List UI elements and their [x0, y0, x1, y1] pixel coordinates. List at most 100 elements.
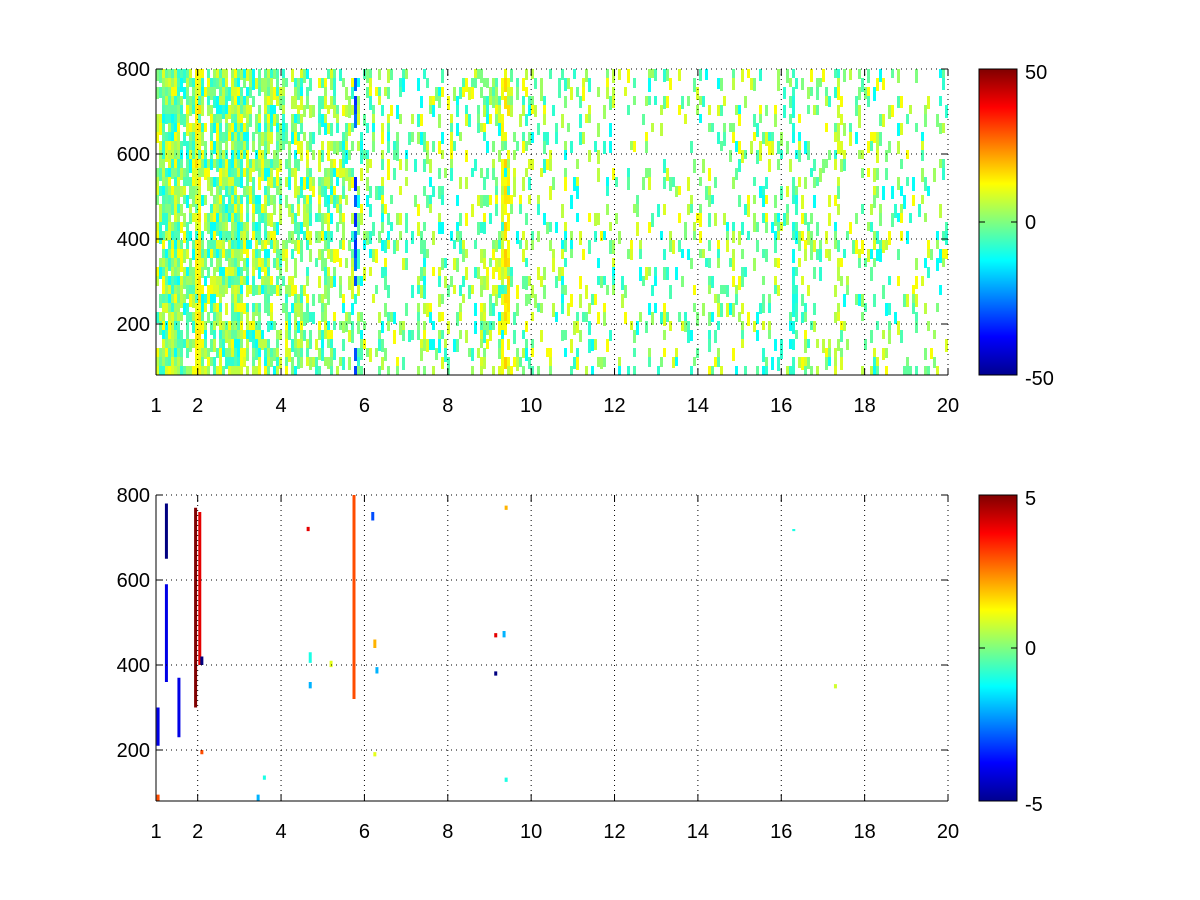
heatmap-cell [234, 96, 237, 105]
heatmap-cell [762, 249, 765, 258]
heatmap-cell [198, 150, 201, 162]
heatmap-cell [288, 321, 291, 333]
heatmap-cell [207, 105, 210, 116]
heatmap-cell [258, 123, 261, 132]
heatmap-cell [279, 357, 282, 369]
heatmap-cell [876, 132, 879, 145]
heatmap-cell [573, 69, 576, 79]
heatmap-cell [432, 339, 435, 350]
heatmap-cell [588, 240, 591, 254]
heatmap-cell [216, 240, 219, 253]
heatmap-cell [912, 303, 915, 314]
heatmap-cell [618, 366, 621, 375]
heatmap-cell [162, 285, 165, 298]
heatmap-cell [186, 195, 189, 208]
heatmap-cell [276, 186, 279, 195]
heatmap-cell [483, 303, 486, 315]
heatmap-cell [342, 357, 345, 370]
heatmap-cell [180, 294, 183, 308]
heatmap-cell [504, 132, 507, 146]
heatmap-cell [258, 177, 261, 190]
heatmap-cell [330, 186, 333, 195]
heatmap-cell [833, 684, 837, 689]
heatmap-cell [663, 312, 666, 326]
heatmap-cell [903, 195, 906, 209]
heatmap-cell [516, 87, 519, 100]
heatmap-cell [780, 348, 783, 359]
heatmap-cell [159, 294, 162, 308]
heatmap-cell [681, 321, 684, 331]
heatmap-cell [909, 213, 912, 223]
heatmap-cell [156, 222, 159, 232]
heatmap-cell [324, 123, 327, 135]
heatmap-cell [177, 258, 180, 268]
heatmap-cell [597, 123, 600, 137]
heatmap-cell [171, 312, 174, 325]
heatmap-cell [180, 204, 183, 216]
heatmap-cell [759, 303, 762, 314]
heatmap-cell [234, 240, 237, 250]
heatmap-cell [585, 69, 588, 82]
heatmap-cell [360, 330, 363, 344]
heatmap-cell [588, 150, 591, 162]
heatmap-cell [459, 303, 462, 312]
heatmap-cell [813, 177, 816, 188]
heatmap-cell [291, 96, 294, 109]
heatmap-cell [354, 177, 357, 191]
heatmap-cell [699, 114, 702, 123]
heatmap-cell [327, 177, 330, 189]
heatmap-cell [294, 78, 297, 92]
heatmap-cell [222, 87, 225, 101]
heatmap-cell [927, 186, 930, 196]
heatmap-cell [180, 222, 183, 233]
heatmap-cell [795, 204, 798, 215]
heatmap-cell [438, 339, 441, 353]
heatmap-cell [627, 366, 630, 375]
heatmap-cell [873, 231, 876, 242]
heatmap-cell [795, 294, 798, 306]
heatmap-cell [276, 69, 279, 82]
heatmap-cell [375, 285, 378, 294]
heatmap-cell [768, 159, 771, 172]
heatmap-cell [759, 150, 762, 161]
heatmap-cell [246, 258, 249, 271]
heatmap-cell [663, 69, 666, 82]
heatmap-cell [252, 96, 255, 107]
heatmap-cell [294, 96, 297, 109]
heatmap-cell [786, 141, 789, 154]
heatmap-cell [462, 78, 465, 90]
heatmap-cell [243, 123, 246, 133]
heatmap-cell [216, 348, 219, 358]
heatmap-cell [531, 348, 534, 357]
heatmap-cell [810, 366, 813, 375]
heatmap-cell [873, 168, 876, 182]
heatmap-cell [198, 213, 201, 223]
heatmap-cell [159, 267, 162, 279]
heatmap-cell [210, 141, 213, 153]
heatmap-cell [219, 69, 222, 83]
heatmap-cell [798, 114, 801, 123]
heatmap-cell [423, 339, 426, 351]
heatmap-cell [216, 222, 219, 236]
heatmap-cell [282, 96, 285, 108]
heatmap-cell [237, 177, 240, 187]
heatmap-cell [837, 258, 840, 267]
heatmap-cell [228, 132, 231, 141]
heatmap-cell [507, 168, 510, 180]
heatmap-cell [870, 330, 873, 343]
heatmap-cell [276, 249, 279, 259]
heatmap-cell [633, 96, 636, 105]
heatmap-cell [564, 330, 567, 340]
heatmap-cell [237, 348, 240, 359]
heatmap-cell [828, 339, 831, 348]
heatmap-cell [285, 258, 288, 272]
heatmap-cell [243, 222, 246, 231]
heatmap-cell [546, 222, 549, 234]
heatmap-cell [201, 339, 204, 349]
heatmap-cell [840, 321, 843, 331]
heatmap-cell [702, 303, 705, 316]
heatmap-cell [345, 168, 348, 181]
heatmap-cell [216, 366, 219, 375]
heatmap-cell [438, 114, 441, 128]
